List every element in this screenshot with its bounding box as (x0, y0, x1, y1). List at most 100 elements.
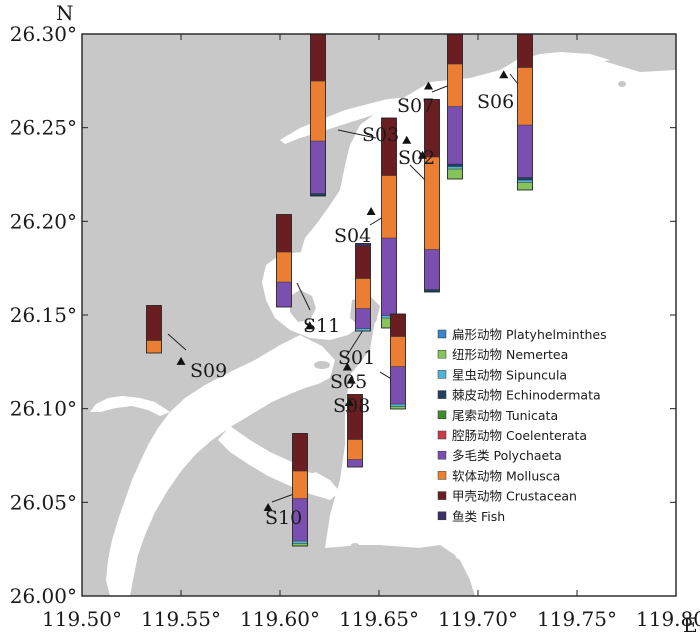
legend-item-label: 多毛类 Polychaeta (452, 448, 562, 463)
lon-tick-label: 119.70° (438, 607, 518, 631)
bar-segment-mollusca (447, 63, 463, 107)
legend-swatch (437, 410, 447, 420)
bar-segment-mollusca (381, 175, 397, 239)
bar-outline (347, 394, 363, 468)
station-label-s10: S10 (265, 507, 302, 529)
bar-segment-fish (311, 1, 326, 4)
east-label: E (683, 613, 698, 637)
lon-tick-label: 119.55° (141, 607, 221, 631)
bar-segment-polychaeta (517, 124, 533, 178)
legend-swatch (437, 491, 447, 500)
bar-segment-polychaeta (347, 459, 363, 468)
legend-item-label: 扁形动物 Platyhelminthes (452, 327, 607, 342)
station-label-s02: S02 (398, 147, 435, 169)
river-south-branch (218, 426, 340, 500)
bar-s06 (517, 0, 533, 191)
lon-tick-label: 119.60° (240, 607, 320, 631)
bar-segment-polychaeta (276, 281, 292, 308)
bar-outline (447, 34, 463, 180)
bar-segment-crustacean (146, 305, 162, 341)
legend-item-label: 腔肠动物 Coelenterata (452, 428, 587, 443)
lat-tick-label: 26.15° (10, 303, 77, 327)
legend-item-label: 星虫动物 Sipuncula (452, 367, 567, 382)
station-marker-s07 (424, 81, 433, 90)
bar-segment-echinodermata (447, 163, 463, 167)
bar-segment-fish (448, 4, 463, 12)
station-marker-s11 (305, 321, 315, 330)
station-marker-s02 (418, 150, 428, 159)
leader-line-s09 (167, 333, 187, 351)
station-label-s07: S07 (397, 95, 434, 117)
station-label-s03: S03 (362, 124, 399, 146)
bar-s02 (424, 99, 440, 293)
bar-segment-crustacean (276, 214, 292, 253)
station-label-s06: S06 (477, 91, 514, 113)
bar-segment-mollusca (146, 340, 162, 354)
legend-item-label: 鱼类 Fish (452, 509, 505, 524)
bar-segment-fish (518, 0, 533, 3)
station-label-s11: S11 (303, 315, 340, 337)
bar-segment-polychaeta (381, 237, 397, 316)
bar-segment-mollusca (276, 251, 292, 283)
lon-tick-label: 119.65° (339, 607, 419, 631)
island (314, 361, 330, 369)
bar-s10 (292, 433, 308, 547)
island (307, 467, 317, 473)
north-label: N (56, 1, 74, 25)
station-label-s04: S04 (334, 225, 371, 247)
bar-outline (146, 305, 162, 354)
legend-item-label: 软体动物 Mollusca (452, 468, 560, 483)
bar-outline (390, 313, 406, 410)
bar-segment-mollusca (310, 80, 326, 142)
station-marker-s08 (344, 398, 354, 407)
island (328, 377, 340, 383)
bar-segment-mollusca (355, 278, 371, 309)
island (351, 543, 359, 547)
leader-line-s11 (296, 282, 311, 311)
bar-segment-polychaeta (355, 308, 371, 329)
station-label-s01: S01 (338, 347, 375, 369)
bar-s03 (310, 1, 326, 197)
lon-tick-label: 119.50° (42, 607, 122, 631)
bar-outline (381, 117, 397, 329)
legend-swatch (437, 511, 447, 521)
bar-s01 (355, 243, 371, 332)
bar-outline (424, 99, 440, 293)
bar-segment-crustacean (292, 433, 308, 472)
bar-segment-nemertea (517, 182, 533, 191)
bar-segment-crustacean (390, 313, 406, 337)
bar-segment-polychaeta (310, 140, 326, 194)
bar-segment-mollusca (517, 67, 533, 126)
bar-segment-nemertea (447, 168, 463, 180)
lon-tick-label: 119.75° (537, 607, 617, 631)
bar-s04 (381, 117, 397, 329)
leader-line-s03 (337, 129, 377, 139)
station-marker-s01 (342, 362, 352, 371)
lat-tick-label: 26.20° (10, 209, 77, 233)
bar-outline (355, 243, 371, 332)
peninsula (290, 290, 316, 322)
station-label-s09: S09 (190, 360, 227, 382)
legend-swatch (437, 390, 447, 399)
legend-swatch (437, 349, 447, 359)
legend-swatch (437, 430, 447, 440)
bars-layer (146, 0, 533, 547)
bar-segment-sipuncula (517, 179, 533, 183)
legend-item-label: 纽形动物 Nemertea (452, 347, 568, 362)
legend-item-label: 甲壳动物 Crustacean (452, 489, 577, 504)
bar-segment-crustacean (447, 34, 463, 65)
bar-segment-crustacean (355, 245, 371, 279)
river-west-branch (90, 396, 170, 416)
lat-tick-label: 26.30° (10, 22, 77, 46)
bar-outline (310, 34, 326, 197)
bar-segment-crustacean (517, 34, 533, 68)
station-marker-s03 (402, 135, 412, 144)
island (618, 81, 626, 87)
lat-tick-label: 26.10° (10, 397, 77, 421)
legend-swatch (437, 471, 447, 480)
bar-segment-sipuncula (390, 403, 406, 407)
bar-outline (276, 214, 292, 308)
bar-segment-mollusca (390, 336, 406, 367)
